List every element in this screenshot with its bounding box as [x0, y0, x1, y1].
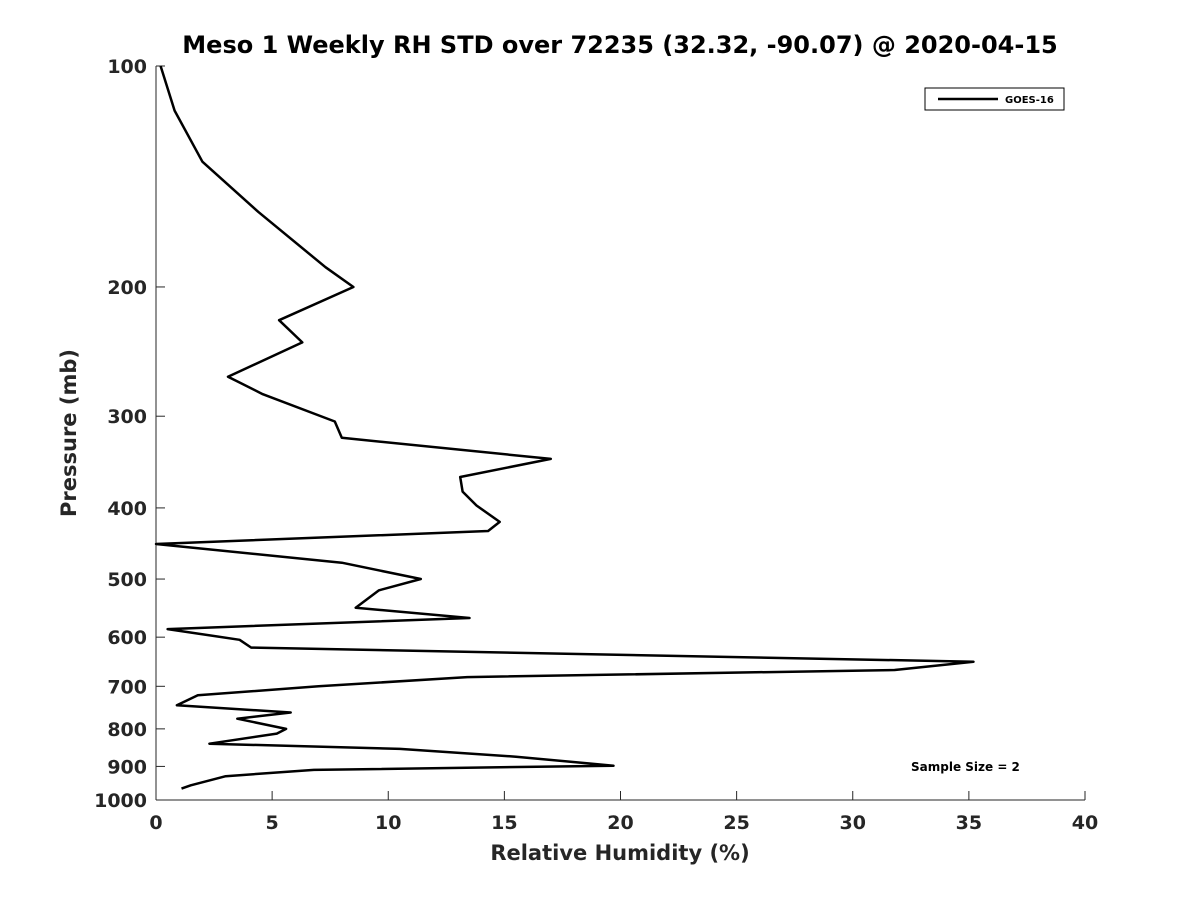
y-tick-label: 300 — [107, 406, 147, 428]
y-tick-label: 700 — [107, 676, 147, 698]
x-tick-label: 30 — [840, 812, 866, 834]
series-line-goes-16 — [154, 65, 975, 790]
x-tick-label: 20 — [607, 812, 633, 834]
sample-size-annotation: Sample Size = 2 — [911, 760, 1020, 774]
x-axis-label: Relative Humidity (%) — [490, 841, 749, 865]
y-axis-label: Pressure (mb) — [57, 349, 81, 517]
x-tick-label: 0 — [149, 812, 162, 834]
y-tick-label: 200 — [107, 277, 147, 299]
x-tick-label: 5 — [266, 812, 279, 834]
x-ticks: 0 5 10 15 20 25 30 35 40 — [149, 791, 1098, 834]
y-tick-label: 1000 — [94, 790, 147, 812]
x-tick-label: 35 — [956, 812, 982, 834]
x-tick-label: 25 — [723, 812, 749, 834]
y-ticks: 100 200 300 400 500 600 700 800 900 1000 — [94, 56, 165, 812]
x-tick-label: 10 — [375, 812, 401, 834]
x-tick-label: 15 — [491, 812, 517, 834]
y-tick-label: 800 — [107, 719, 147, 741]
series-layer — [154, 65, 975, 790]
legend: GOES-16 — [924, 87, 1065, 111]
y-tick-label: 400 — [107, 498, 147, 520]
y-tick-label: 100 — [107, 56, 147, 78]
x-tick-label: 40 — [1072, 812, 1098, 834]
chart-title: Meso 1 Weekly RH STD over 72235 (32.32, … — [182, 31, 1057, 59]
legend-entry-goes-16: GOES-16 — [1005, 95, 1054, 106]
y-tick-label: 500 — [107, 569, 147, 591]
y-tick-label: 900 — [107, 756, 147, 778]
y-tick-label: 600 — [107, 627, 147, 649]
